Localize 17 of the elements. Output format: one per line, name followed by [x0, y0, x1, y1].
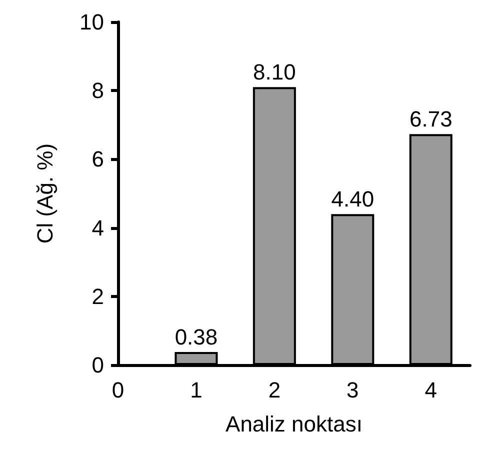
x-tick-label: 3 [346, 378, 359, 402]
data-label: 0.38 [174, 324, 218, 350]
y-tick-label: 10 [80, 10, 104, 34]
y-tick-label: 4 [92, 215, 104, 240]
y-tick-label: 6 [92, 146, 104, 172]
data-label: 8.10 [253, 60, 296, 85]
x-tick-label: 0 [112, 378, 124, 402]
x-tick-label: 2 [268, 378, 281, 402]
y-axis-title: Cl (Ağ. %) [32, 143, 58, 244]
y-tick-label: 0 [92, 352, 104, 378]
y-tick-label: 8 [92, 78, 104, 104]
data-label: 6.73 [409, 106, 452, 132]
data-label: 4.40 [331, 186, 374, 212]
y-tick-label: 2 [92, 284, 104, 309]
x-tick-label: 1 [190, 378, 202, 402]
x-tick-label: 4 [424, 378, 438, 402]
x-axis-title: Analiz noktası [226, 412, 362, 436]
